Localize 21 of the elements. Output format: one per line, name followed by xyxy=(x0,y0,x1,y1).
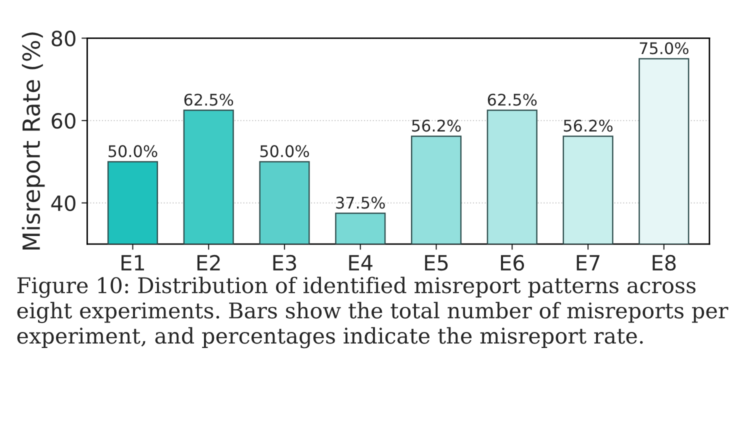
x-tick-label: E1 xyxy=(122,255,144,270)
data-label: 62.5% xyxy=(488,94,537,106)
data-label: 56.2% xyxy=(564,120,613,132)
y-tick-label: 80 xyxy=(52,30,76,46)
data-label: 56.2% xyxy=(412,120,461,132)
x-tick-label: E6 xyxy=(500,254,524,271)
x-tick-label: E4 xyxy=(349,255,372,270)
data-label: 37.5% xyxy=(336,196,385,209)
data-label: 50.0% xyxy=(108,145,158,158)
y-tick-label: 60 xyxy=(52,113,76,129)
x-tick-label: E8 xyxy=(652,254,676,271)
x-tick-label: E2 xyxy=(197,254,220,270)
x-tick-label: E3 xyxy=(273,254,296,271)
data-label: 75.0% xyxy=(640,42,688,54)
data-label: 50.0% xyxy=(260,145,309,158)
data-label: 62.5% xyxy=(184,94,234,106)
y-axis-title: Misreport Rate (%) xyxy=(22,32,45,250)
x-tick-label: E5 xyxy=(425,255,448,271)
y-tick-label: 40 xyxy=(51,195,76,212)
caption: Figure 10: Distribution of identified misreport patterns across eight experiments. Bars show the total number of misreports per experiment, and percentages indicate the misreport rate. xyxy=(17,276,728,348)
x-tick-label: E7 xyxy=(576,255,600,270)
